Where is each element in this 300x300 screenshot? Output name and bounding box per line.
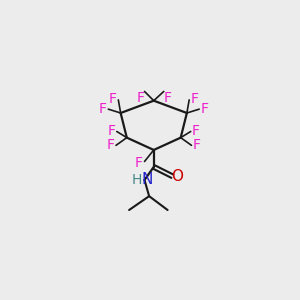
Text: H: H bbox=[132, 173, 142, 187]
Text: O: O bbox=[172, 169, 184, 184]
Text: N: N bbox=[142, 172, 153, 188]
Text: F: F bbox=[164, 91, 172, 105]
Text: F: F bbox=[109, 92, 117, 106]
Text: F: F bbox=[190, 92, 199, 106]
Text: F: F bbox=[106, 138, 115, 152]
Text: F: F bbox=[193, 138, 201, 152]
Text: F: F bbox=[201, 102, 208, 116]
Text: F: F bbox=[192, 124, 200, 139]
Text: F: F bbox=[135, 156, 143, 170]
Text: F: F bbox=[137, 91, 145, 105]
Text: F: F bbox=[99, 102, 107, 116]
Text: F: F bbox=[107, 124, 116, 139]
